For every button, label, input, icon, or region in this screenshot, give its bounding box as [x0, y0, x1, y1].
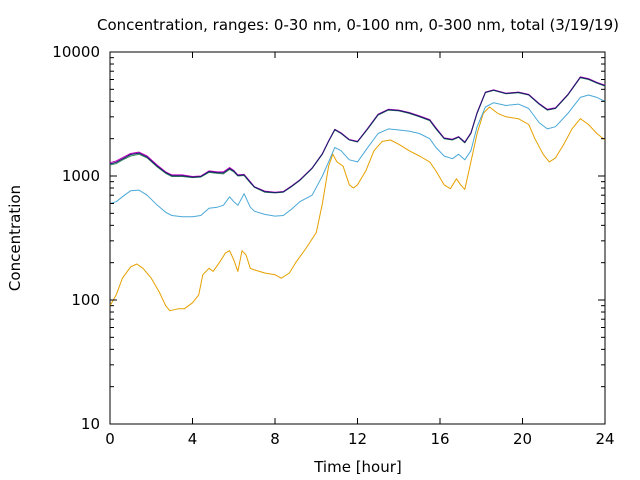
- series-line-4: [109, 76, 606, 193]
- chart-title: Concentration, ranges: 0-30 nm, 0-100 nm…: [97, 16, 619, 34]
- ticks-layer: 0 4 8 12 16 20 24 10 100 1000 10000: [52, 43, 614, 448]
- x-tick-label: 24: [595, 430, 614, 448]
- x-tick-label: 4: [188, 430, 198, 448]
- y-tick-label: 10000: [52, 43, 100, 61]
- series-line-5: [109, 76, 606, 194]
- x-tick-label: 8: [270, 430, 280, 448]
- x-tick-label: 20: [513, 430, 532, 448]
- y-tick-label: 100: [71, 291, 100, 309]
- y-axis-label: Concentration: [6, 185, 24, 291]
- x-tick-label: 0: [105, 430, 115, 448]
- series-layer: [109, 76, 606, 312]
- plot-area: 0 4 8 12 16 20 24 10 100 1000 10000: [52, 43, 614, 448]
- x-tick-label: 16: [430, 430, 449, 448]
- series-line-1: [109, 106, 606, 312]
- series-line-2: [109, 94, 606, 218]
- y-tick-label: 10: [81, 415, 100, 433]
- y-tick-label: 1000: [62, 167, 100, 185]
- x-axis-label: Time [hour]: [313, 458, 402, 476]
- plot-frame: [109, 51, 606, 425]
- x-tick-label: 12: [348, 430, 367, 448]
